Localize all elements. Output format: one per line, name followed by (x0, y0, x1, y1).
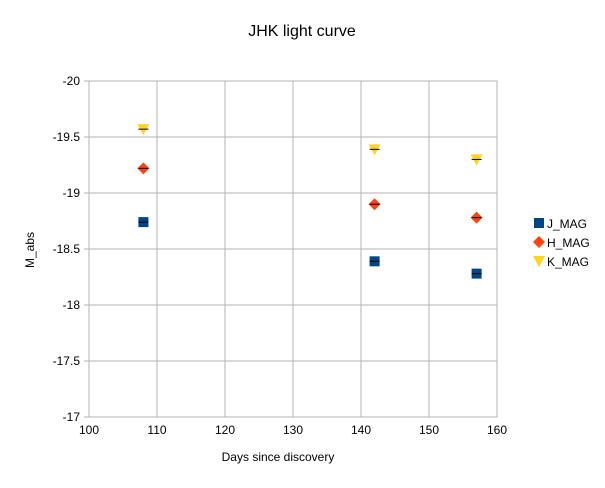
legend-label: K_MAG (547, 255, 589, 269)
legend: J_MAG H_MAG K_MAG (533, 217, 590, 269)
legend-marker-k-mag (533, 256, 545, 267)
legend-marker-h-mag (533, 236, 545, 248)
y-tick-label: -20 (63, 74, 81, 88)
x-tick-label: 140 (351, 423, 371, 437)
y-tick-label: -17.5 (53, 354, 81, 368)
x-tick-label: 130 (283, 423, 303, 437)
plot-area: 100 110 120 130 140 150 160 -20 -19.5 -19 -18.5 -18… (53, 74, 508, 437)
y-tick-label: -19 (63, 186, 81, 200)
x-tick-label: 100 (79, 423, 99, 437)
x-tick-label: 120 (215, 423, 235, 437)
x-tick-label: 150 (419, 423, 439, 437)
plot-border (88, 80, 498, 418)
chart-title: JHK light curve (248, 23, 356, 40)
legend-label: J_MAG (547, 217, 587, 231)
y-tick-label: -19.5 (53, 130, 81, 144)
x-axis-label: Days since discovery (222, 450, 335, 464)
y-tick-label: -17 (63, 410, 81, 424)
y-tick-label: -18 (63, 298, 81, 312)
x-tick-label: 110 (147, 423, 166, 437)
x-tick-label: 160 (487, 423, 507, 437)
y-axis-label: M_abs (23, 232, 37, 268)
legend-marker-j-mag (534, 218, 544, 228)
legend-label: H_MAG (547, 236, 590, 250)
y-tick-label: -18.5 (53, 242, 81, 256)
